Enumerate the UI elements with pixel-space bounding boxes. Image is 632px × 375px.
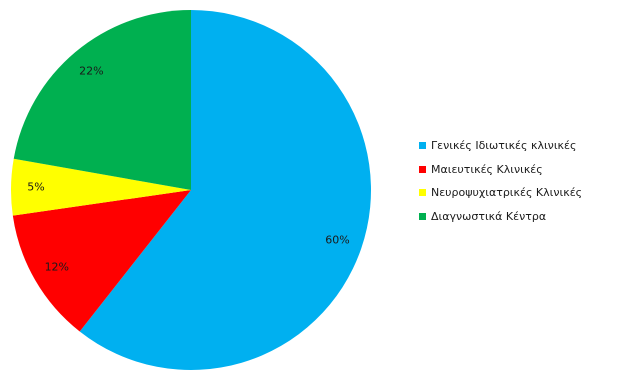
data-label-general-clinics: 60% (325, 234, 349, 247)
legend-label-neuropsychiatric-clinics: Νευροψυχιατρικές Κλινικές (431, 186, 583, 200)
legend-item-diagnostic-centers: Διαγνωστικά Κέντρα (419, 205, 629, 229)
data-label-neuropsychiatric-clinics: 5% (27, 181, 44, 194)
pie-slice-maternity-clinics (12, 190, 191, 332)
data-label-diagnostic-centers: 22% (79, 64, 103, 77)
legend-swatch-maternity-clinics (419, 165, 426, 173)
legend-swatch-neuropsychiatric-clinics (419, 189, 426, 197)
pie-slice-neuropsychiatric-clinics (10, 158, 192, 216)
legend-item-maternity-clinics: Μαιευτικές Κλινικές (419, 158, 629, 182)
legend-item-neuropsychiatric-clinics: Νευροψυχιατρικές Κλινικές (419, 181, 629, 205)
data-label-maternity-clinics: 12% (45, 261, 69, 274)
legend-swatch-diagnostic-centers (419, 212, 426, 220)
legend-swatch-general-clinics (419, 142, 426, 150)
pie-slice-diagnostic-centers (13, 10, 192, 190)
chart-legend: Γενικές Ιδιωτικές κλινικές Μαιευτικές Κλ… (419, 134, 629, 228)
legend-label-maternity-clinics: Μαιευτικές Κλινικές (431, 162, 543, 176)
legend-item-general-clinics: Γενικές Ιδιωτικές κλινικές (419, 134, 629, 158)
legend-label-diagnostic-centers: Διαγνωστικά Κέντρα (431, 209, 547, 223)
pie-slice-general-clinics (79, 10, 371, 370)
legend-label-general-clinics: Γενικές Ιδιωτικές κλινικές (431, 139, 577, 153)
